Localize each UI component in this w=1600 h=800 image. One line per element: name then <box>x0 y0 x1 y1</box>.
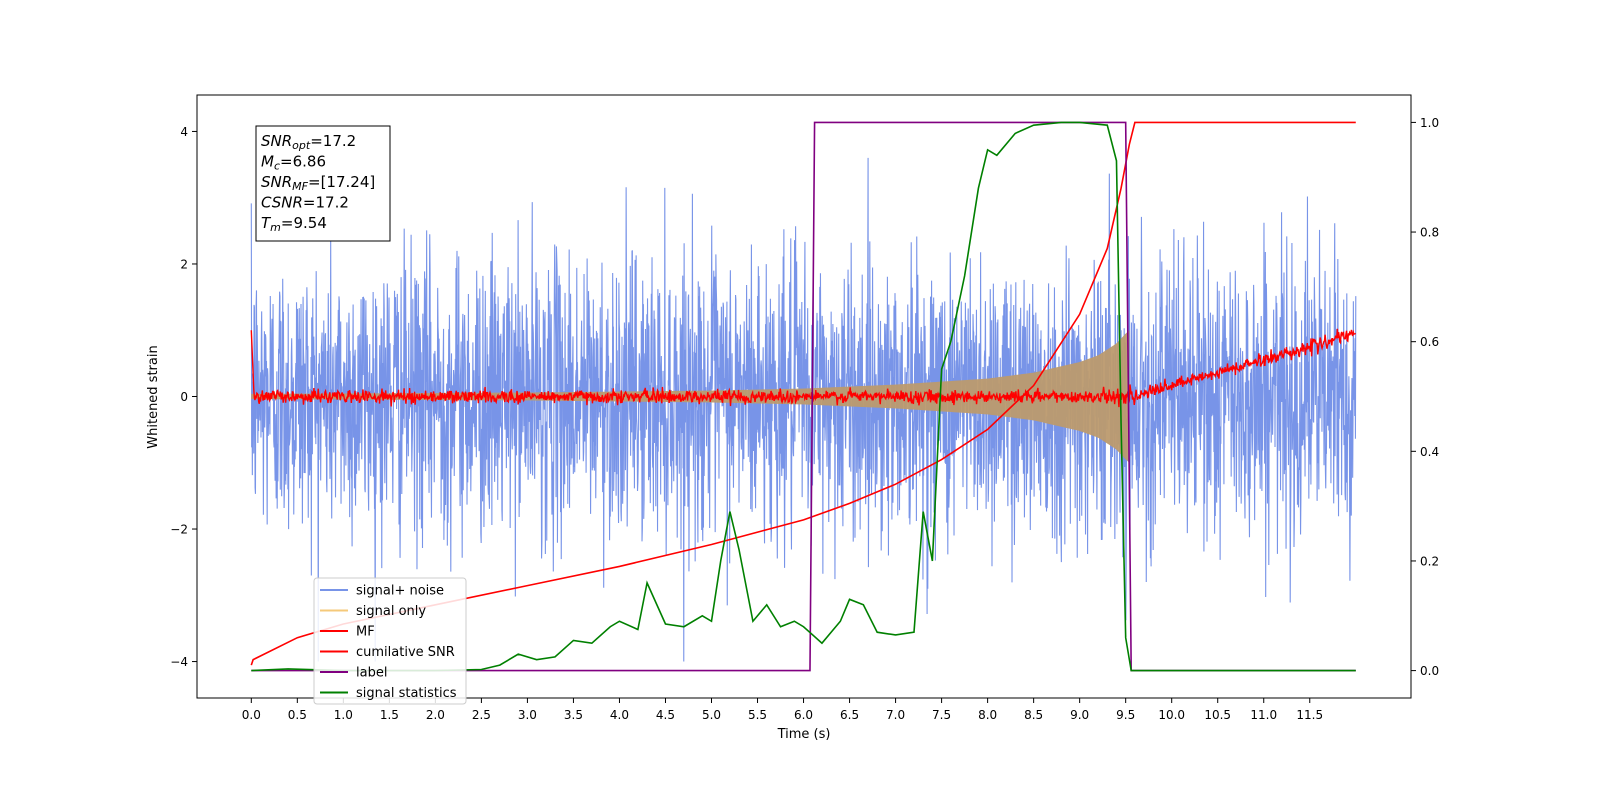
x-tick-label: 7.5 <box>932 708 951 722</box>
y-right-tick-label: 0.0 <box>1420 664 1439 678</box>
legend-label: signal statistics <box>356 686 457 701</box>
annotation-line: SNRMF=[17.24] <box>261 173 375 193</box>
x-tick-label: 10.5 <box>1204 708 1231 722</box>
y-left-tick-label: 2 <box>180 257 188 271</box>
x-tick-label: 1.0 <box>334 708 353 722</box>
x-tick-label: 4.5 <box>656 708 675 722</box>
x-tick-label: 7.0 <box>886 708 905 722</box>
x-tick-label: 4.0 <box>610 708 629 722</box>
x-axis: 0.0 0.5 1.0 1.5 2.0 2.5 3.0 3.5 4.0 4.5 5.0 5.5 6.0 6… <box>242 698 1323 722</box>
annotation-line: Mc=6.86 <box>261 153 326 173</box>
x-tick-label: 3.5 <box>564 708 583 722</box>
y-right-tick-label: 1.0 <box>1420 116 1439 130</box>
y-axis-label: Whitened strain <box>146 345 161 448</box>
x-tick-label: 0.5 <box>288 708 307 722</box>
x-axis-label: Time (s) <box>777 727 831 742</box>
x-tick-label: 9.0 <box>1070 708 1089 722</box>
x-tick-label: 2.5 <box>472 708 491 722</box>
legend-label: signal+ noise <box>356 584 444 599</box>
legend-label: MF <box>356 625 375 640</box>
y-right-tick-label: 0.2 <box>1420 554 1439 568</box>
x-tick-label: 5.0 <box>702 708 721 722</box>
legend-label: signal only <box>356 604 426 619</box>
x-tick-label: 0.0 <box>242 708 261 722</box>
y-right-tick-label: 0.8 <box>1420 226 1439 240</box>
x-tick-label: 5.5 <box>748 708 767 722</box>
x-tick-label: 11.0 <box>1250 708 1277 722</box>
x-tick-label: 8.0 <box>978 708 997 722</box>
y-right-tick-label: 0.4 <box>1420 445 1439 459</box>
x-tick-label: 8.5 <box>1024 708 1043 722</box>
annotation-frame <box>255 125 391 242</box>
annotation-box: SNRopt=17.2Mc=6.86SNRMF=[17.24]CSNR=17.2… <box>255 125 391 242</box>
y-left-tick-label: −2 <box>170 523 188 537</box>
legend-label: label <box>356 666 387 681</box>
y-left-tick-label: 0 <box>180 390 188 404</box>
series-mf-line <box>250 328 1356 408</box>
y-right-tick-label: 0.6 <box>1420 335 1439 349</box>
x-tick-label: 3.0 <box>518 708 537 722</box>
y-axis-left: −4 −2 0 2 4 <box>170 125 197 669</box>
x-tick-label: 11.5 <box>1296 708 1323 722</box>
x-tick-label: 2.0 <box>426 708 445 722</box>
annotation-line: CSNR=17.2 <box>261 194 349 212</box>
x-tick-label: 1.5 <box>380 708 399 722</box>
x-tick-label: 9.5 <box>1116 708 1135 722</box>
annotation-line: SNRopt=17.2 <box>261 132 356 152</box>
x-tick-label: 6.0 <box>794 708 813 722</box>
series-signal-noise-line <box>250 157 1357 662</box>
annotation-line: Tm=9.54 <box>261 214 327 234</box>
y-left-tick-label: 4 <box>180 125 188 139</box>
x-tick-label: 10.0 <box>1158 708 1185 722</box>
x-tick-label: 6.5 <box>840 708 859 722</box>
y-axis-right: 0.0 0.2 0.4 0.6 0.8 1.0 <box>1411 116 1439 678</box>
legend-frame <box>313 577 467 705</box>
series-signal-statistics-line <box>251 121 1356 672</box>
legend: signal+ noise signal only MF cumilative SNR… <box>313 577 467 705</box>
y-left-tick-label: −4 <box>170 655 188 669</box>
legend-label: cumilative SNR <box>356 645 455 660</box>
